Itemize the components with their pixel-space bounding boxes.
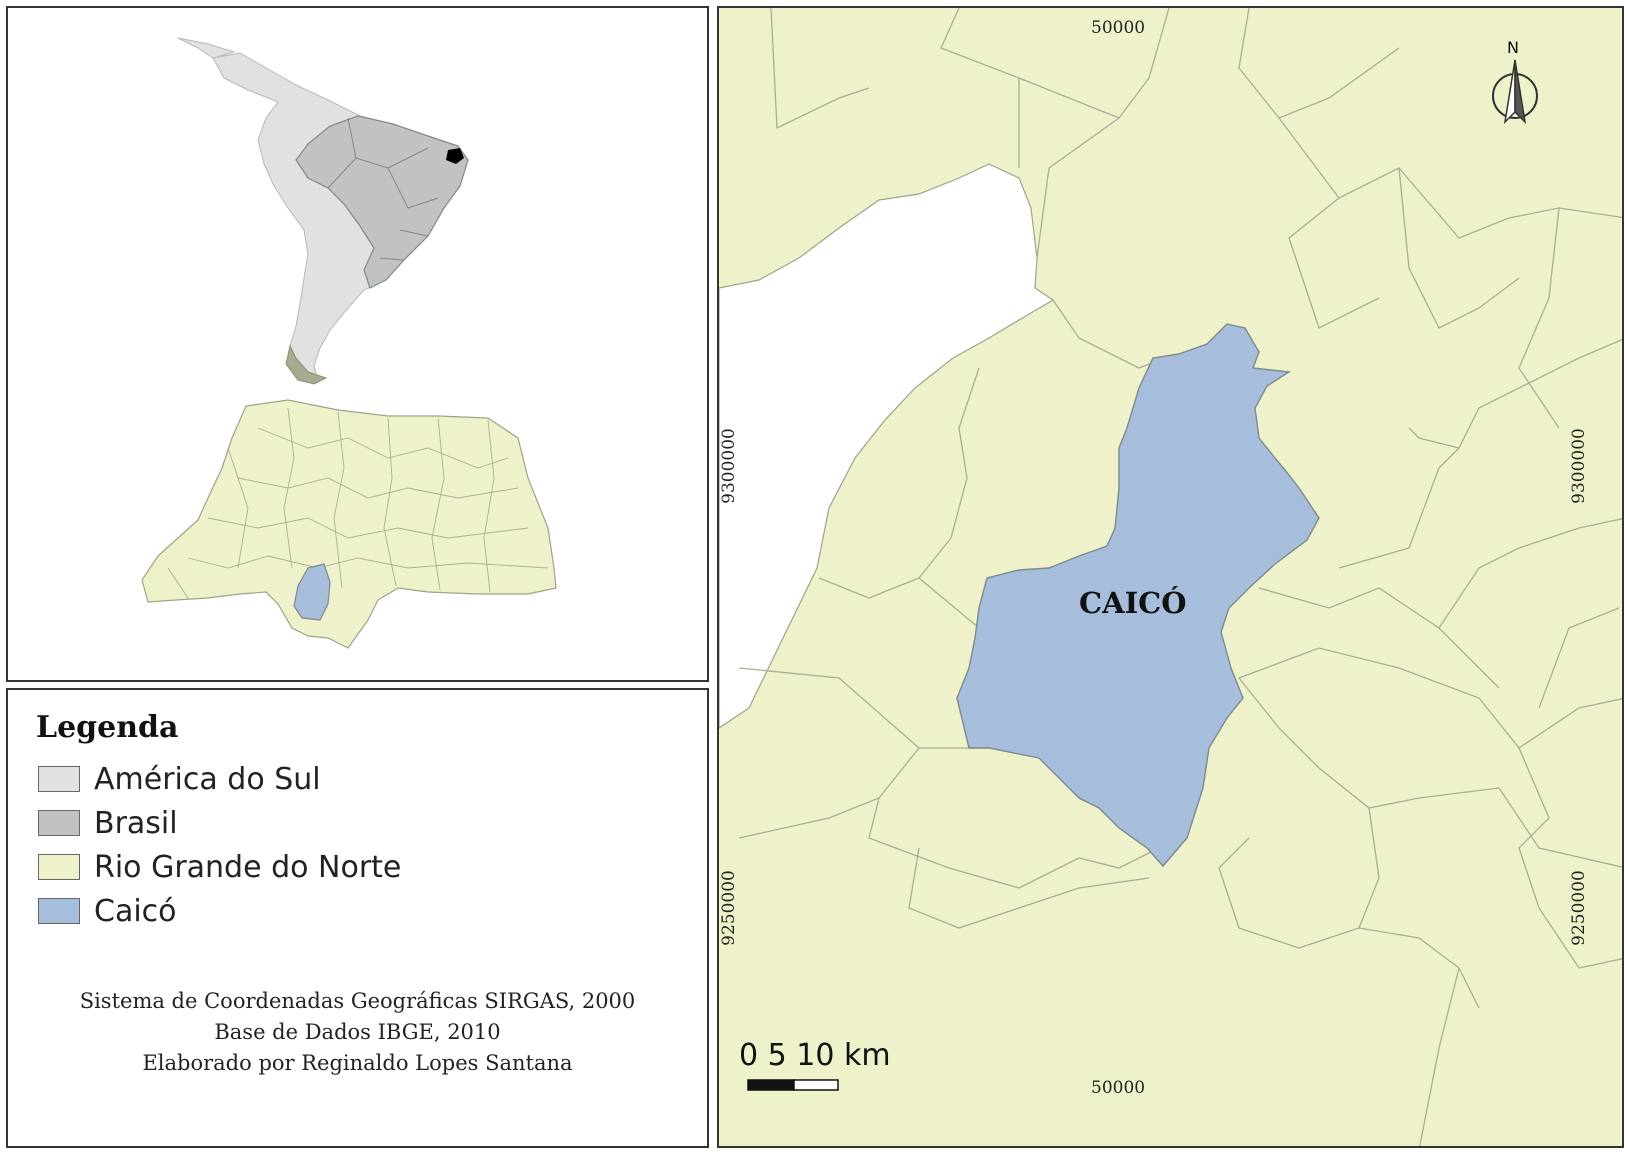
north-arrow-icon — [1492, 59, 1538, 125]
caico-label: CAICÓ — [1079, 586, 1187, 620]
central-america-shape — [177, 37, 236, 59]
coord-bottom: 50000 — [1091, 1078, 1146, 1098]
brasil-state-lines — [327, 117, 439, 261]
main-map — [719, 8, 1622, 1146]
legend-item-caico: Caicó — [38, 892, 177, 930]
north-label: N — [1507, 38, 1519, 57]
rn-municipal-lines — [167, 407, 549, 599]
coord-top: 50000 — [1091, 18, 1146, 38]
legend-label: Rio Grande do Norte — [94, 849, 402, 885]
patagonia-shape — [285, 344, 328, 385]
locator-map — [141, 37, 557, 649]
credit-line-author: Elaborado por Reginaldo Lopes Santana — [142, 1051, 573, 1075]
coord-right-lower: 9250000 — [1568, 870, 1589, 946]
swatch-america-do-sul — [38, 766, 80, 792]
municipal-borders — [738, 8, 1622, 1146]
legend-item-america-do-sul: América do Sul — [38, 760, 321, 798]
map-credits: Sistema de Coordenadas Geográficas SIRGA… — [8, 986, 707, 1079]
swatch-brasil — [38, 810, 80, 836]
scale-bar-label: 0 5 10 km — [739, 1038, 891, 1073]
outside-area — [719, 163, 1055, 729]
coord-left-lower: 9250000 — [718, 870, 739, 946]
legend-panel: Legenda América do Sul Brasil Rio Grande… — [6, 688, 709, 1148]
legend-item-rio-grande-do-norte: Rio Grande do Norte — [38, 848, 401, 886]
main-map-panel: 50000 50000 9300000 9250000 9300000 9250… — [717, 6, 1624, 1148]
scale-bar — [747, 1079, 839, 1091]
rio-grande-do-norte-highlight — [446, 148, 464, 164]
swatch-rio-grande-do-norte — [38, 854, 80, 880]
legend-label: Caicó — [94, 893, 177, 929]
locator-map-panel — [6, 6, 709, 682]
credit-line-data-source: Base de Dados IBGE, 2010 — [214, 1020, 501, 1044]
caico-locator-shape — [293, 563, 331, 621]
coord-left-upper: 9300000 — [718, 428, 739, 504]
north-arrow: N — [1487, 38, 1543, 128]
legend-item-brasil: Brasil — [38, 804, 178, 842]
coord-right-upper: 9300000 — [1568, 428, 1589, 504]
legend-label: Brasil — [94, 805, 178, 841]
swatch-caico — [38, 898, 80, 924]
credit-line-coordinate-system: Sistema de Coordenadas Geográficas SIRGA… — [79, 989, 636, 1013]
legend-label: América do Sul — [94, 761, 321, 797]
caico-shape — [956, 323, 1320, 868]
rio-grande-do-norte-shape — [141, 399, 557, 649]
legend-title: Legenda — [36, 710, 179, 745]
